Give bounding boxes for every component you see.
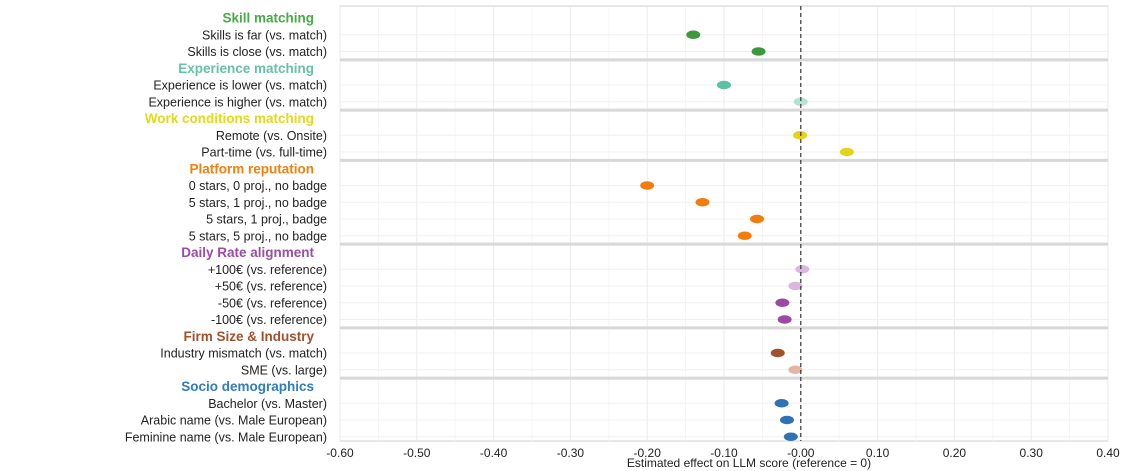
x-tick-label: 0.10: [866, 446, 890, 460]
row-label: Experience is higher (vs. match): [148, 95, 327, 109]
data-point: [695, 198, 710, 207]
x-axis-label: Estimated effect on LLM score (reference…: [627, 456, 871, 470]
data-point: [788, 365, 803, 374]
row-label: Skills is close (vs. match): [187, 45, 327, 59]
row-labels: Skill matching Skills is far (vs. match) S…: [125, 11, 327, 445]
data-point: [774, 399, 789, 408]
row-label: -50€ (vs. reference): [218, 296, 327, 310]
x-tick-label: 0.20: [943, 446, 967, 460]
row-label: 5 stars, 1 proj., no badge: [189, 196, 327, 210]
row-label: Remote (vs. Onsite): [216, 129, 327, 143]
row-label: 5 stars, 5 proj., no badge: [189, 229, 327, 243]
data-point: [770, 348, 785, 358]
x-tick-label: -0.10: [710, 446, 738, 460]
row-label: Industry mismatch (vs. match): [160, 347, 327, 361]
x-axis-ticks: -0.60 -0.50 -0.40 -0.30 -0.20 -0.10 -0.00 0.10 0…: [326, 446, 1120, 460]
data-point: [640, 181, 655, 190]
row-label: Part-time (vs. full-time): [201, 146, 327, 160]
data-point: [788, 281, 803, 291]
data-point: [777, 315, 792, 324]
data-point: [793, 97, 808, 106]
x-tick-label: 0.40: [1096, 446, 1120, 460]
data-point: [783, 432, 798, 441]
row-label: +50€ (vs. reference): [215, 280, 327, 294]
grid: [339, 6, 1109, 441]
data-point: [795, 265, 810, 274]
group-label: Platform reputation: [189, 161, 314, 176]
data-point: [737, 231, 752, 240]
row-label: +100€ (vs. reference): [208, 263, 327, 277]
row-label: -100€ (vs. reference): [211, 313, 327, 327]
group-separators: [340, 58, 1108, 380]
data-point: [686, 30, 701, 39]
data-points: [640, 30, 854, 441]
row-label: Feminine name (vs. Male European): [125, 430, 327, 444]
group-label: Daily Rate alignment: [181, 245, 314, 260]
row-label: Bachelor (vs. Master): [208, 397, 327, 411]
x-tick-label: -0.30: [557, 446, 585, 460]
row-label: Arabic name (vs. Male European): [141, 414, 327, 428]
group-label: Experience matching: [178, 61, 314, 76]
data-point: [775, 298, 790, 307]
x-tick-label: -0.60: [326, 446, 354, 460]
x-tick-label: -0.00: [787, 446, 815, 460]
data-point: [779, 415, 794, 425]
row-label: SME (vs. large): [241, 363, 327, 377]
x-tick-label: 0.30: [1020, 446, 1044, 460]
x-tick-label: -0.20: [634, 446, 662, 460]
x-tick-label: -0.40: [480, 446, 508, 460]
x-tick-label: -0.50: [403, 446, 431, 460]
row-label: Experience is lower (vs. match): [153, 79, 327, 93]
data-point: [750, 214, 765, 224]
data-point: [717, 80, 731, 90]
group-label: Work conditions matching: [145, 111, 314, 126]
group-label: Socio demographics: [181, 379, 314, 394]
data-point: [751, 47, 766, 56]
group-label: Firm Size & Industry: [183, 329, 314, 344]
row-label: 5 stars, 1 proj., badge: [206, 213, 327, 227]
data-point: [793, 131, 808, 140]
data-point: [839, 147, 854, 157]
group-label: Skill matching: [222, 11, 314, 26]
row-label: 0 stars, 0 proj., no badge: [189, 179, 327, 193]
row-label: Skills is far (vs. match): [202, 28, 327, 42]
